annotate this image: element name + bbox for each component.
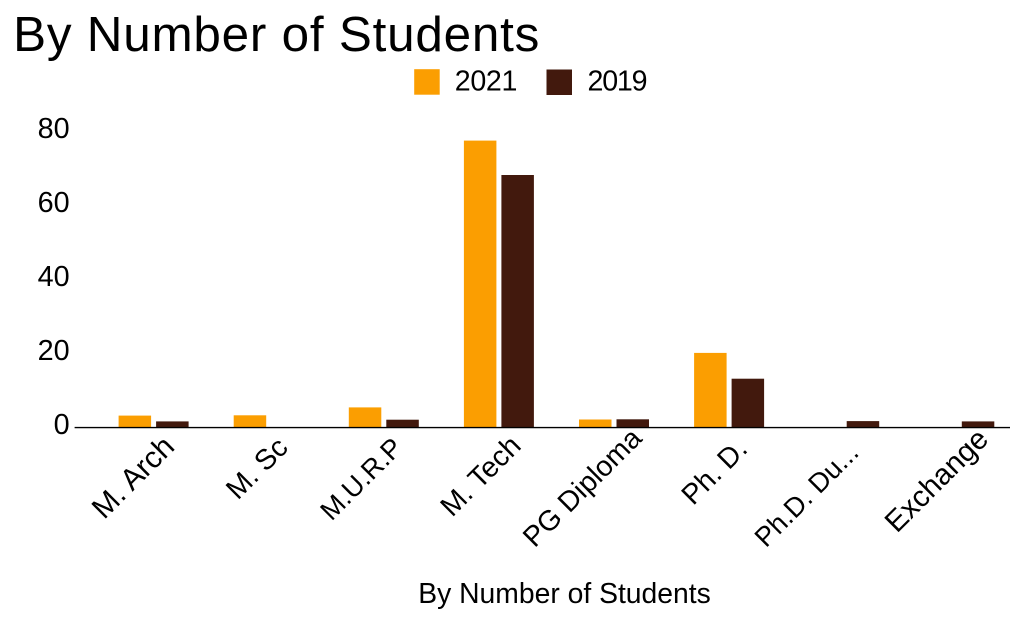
svg-text:20: 20 [38, 335, 70, 367]
svg-text:2021: 2021 [455, 66, 517, 98]
svg-text:By Number of Students: By Number of Students [418, 577, 711, 609]
svg-text:40: 40 [38, 261, 70, 293]
svg-text:80: 80 [38, 113, 70, 145]
svg-text:60: 60 [38, 187, 70, 219]
svg-text:2019: 2019 [588, 66, 647, 98]
svg-text:By Number of Students: By Number of Students [13, 7, 540, 62]
svg-text:0: 0 [54, 409, 70, 441]
